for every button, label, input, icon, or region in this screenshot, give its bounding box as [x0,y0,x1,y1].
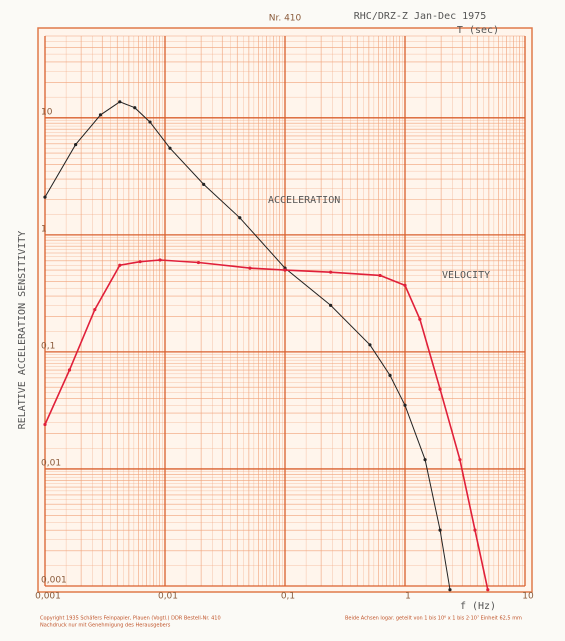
x-tick-label: 0,01 [158,592,178,602]
x-tick-label: 1 [405,592,411,602]
chart: Nr. 410 RHC/DRZ-Z Jan-Dec 1975 T (sec) f… [0,0,565,641]
data-point [138,260,141,263]
data-point [158,258,161,261]
sheet-number: Nr. 410 [269,14,302,24]
legend-label: ACCELERATION [268,195,340,206]
data-point [403,404,406,407]
footer-text: Beide Achsen logar. geteilt von 1 bis 10… [345,616,522,622]
data-point [43,196,46,199]
top-axis-label: T (sec) [457,25,499,36]
data-point [438,529,441,532]
x-axis-label: f (Hz) [460,601,496,612]
data-point [486,588,489,591]
x-tick-label: 10 [522,592,534,602]
data-point [458,458,461,461]
x-tick-label: 0,001 [35,592,61,602]
data-point [283,268,286,271]
page: {"chart_data": {"type": "line", "header"… [0,0,565,641]
data-point [329,304,332,307]
y-tick-label: 0,1 [41,341,55,351]
data-point [418,318,421,321]
data-point [74,143,77,146]
data-point [118,100,121,103]
data-point [448,588,451,591]
data-point [238,216,241,219]
data-point [368,343,371,346]
y-tick-label: 0,01 [41,458,61,468]
data-point [473,529,476,532]
data-point [148,120,151,123]
data-point [68,368,71,371]
data-point [329,271,332,274]
data-point [202,183,205,186]
data-point [248,267,251,270]
data-point [93,308,96,311]
x-tick-label: 0,1 [281,592,295,602]
handwritten-note: RHC/DRZ-Z Jan-Dec 1975 [354,11,486,22]
data-point [423,458,426,461]
data-point [378,274,381,277]
data-point [438,388,441,391]
data-point [403,284,406,287]
y-tick-label: 10 [41,107,53,117]
y-axis-label: RELATIVE ACCELERATION SENSITIVITY [17,231,28,430]
footer-text: Copyright 1935 Schäfers Feinpapier, Plau… [40,616,221,622]
y-tick-label: 1 [41,224,47,234]
data-point [168,147,171,150]
data-point [43,423,46,426]
data-point [197,261,200,264]
legend-label: VELOCITY [442,270,490,281]
footer-text: Nachdruck nur mit Genehmigung des Heraus… [40,623,171,629]
y-tick-label: 0,001 [41,576,67,586]
data-point [388,374,391,377]
data-point [133,106,136,109]
data-point [118,264,121,267]
graph-paper [38,28,532,592]
data-point [99,113,102,116]
